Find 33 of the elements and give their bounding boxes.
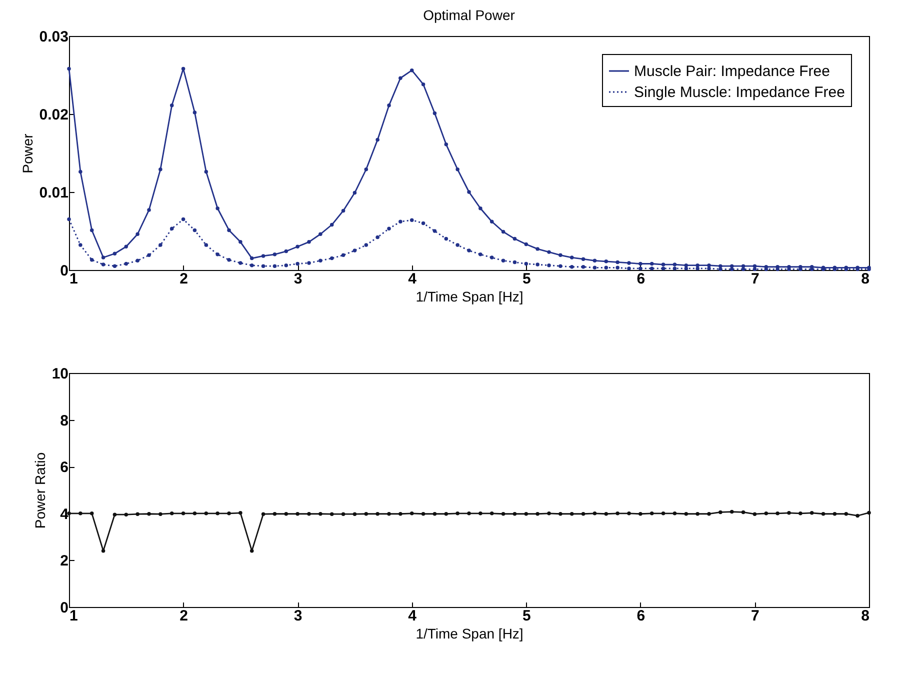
y-tick-label: 4 xyxy=(60,506,70,523)
y-tick-label: 0 xyxy=(60,262,68,280)
y-tick-label: 0.02 xyxy=(39,106,68,124)
x-axis-title: 1/Time Span [Hz] xyxy=(416,288,524,304)
x-tick-label: 4 xyxy=(408,270,418,288)
x-tick-label: 6 xyxy=(636,608,646,624)
legend-label: Muscle Pair: Impedance Free xyxy=(634,63,830,80)
x-tick-label: 8 xyxy=(861,608,870,624)
x-tick-label: 1 xyxy=(70,270,78,288)
x-tick-label: 2 xyxy=(180,608,188,624)
x-tick-label: 7 xyxy=(751,608,760,624)
x-tick-label: 8 xyxy=(861,270,870,288)
chart-title: Optimal Power xyxy=(423,7,516,23)
x-tick-label: 3 xyxy=(294,608,302,624)
x-axis-title: 1/Time Span [Hz] xyxy=(416,626,524,642)
y-tick-label: 2 xyxy=(60,552,68,570)
x-tick-label: 1 xyxy=(70,608,78,624)
x-tick-label: 5 xyxy=(522,608,531,624)
y-tick-label: 0.01 xyxy=(39,184,68,202)
x-tick-label: 6 xyxy=(636,270,646,288)
y-tick-label: 10 xyxy=(52,366,68,382)
y-tick-label: 8 xyxy=(60,412,68,430)
y-tick-label: 0.03 xyxy=(39,28,68,46)
x-tick-label: 2 xyxy=(180,270,188,288)
x-tick-label: 3 xyxy=(294,270,302,288)
y-axis-title: Power Ratio xyxy=(32,452,48,529)
x-tick-label: 5 xyxy=(522,270,531,288)
x-tick-label: 4 xyxy=(408,608,418,624)
y-axis-title: Power xyxy=(19,133,36,174)
y-tick-label: 6 xyxy=(60,459,68,476)
x-tick-label: 7 xyxy=(751,270,760,288)
legend-label: Single Muscle: Impedance Free xyxy=(634,84,845,101)
y-tick-label: 0 xyxy=(60,600,68,616)
